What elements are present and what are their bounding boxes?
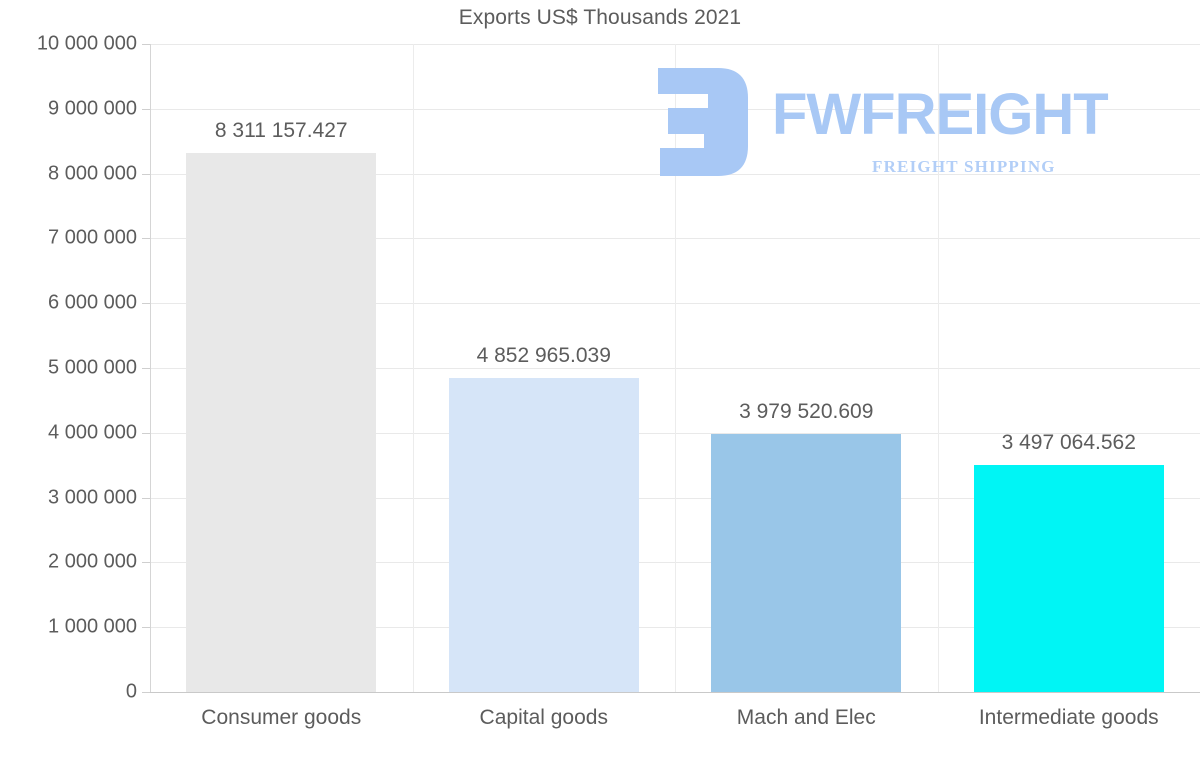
y-axis-tick [142, 562, 150, 564]
x-axis-line [150, 692, 1200, 693]
y-axis-tick-label: 2 000 000 [48, 550, 137, 573]
y-axis-tick [142, 432, 150, 434]
category-label: Intermediate goods [978, 706, 1159, 729]
category-label: Consumer goods [201, 706, 362, 729]
y-axis-tick-label: 8 000 000 [48, 162, 137, 185]
bar-value-label: 4 852 965.039 [476, 343, 611, 367]
plot-area [150, 44, 1200, 693]
y-axis-tick [142, 173, 150, 175]
y-axis-tick [142, 44, 150, 45]
y-axis-tick [142, 627, 150, 629]
y-axis-tick [142, 303, 150, 305]
y-axis-tick [142, 368, 150, 369]
y-axis-tick-label: 3 000 000 [48, 486, 137, 509]
y-axis-tick [142, 692, 150, 693]
y-axis-tick-label: 5 000 000 [48, 356, 137, 379]
y-axis-tick-label: 1 000 000 [48, 615, 137, 638]
category-gridline [675, 44, 676, 692]
y-axis-tick [142, 108, 150, 110]
bar[interactable] [973, 465, 1164, 692]
y-axis-tick-label: 0 [125, 680, 137, 703]
bar[interactable] [448, 377, 639, 692]
y-axis-tick-label: 4 000 000 [48, 421, 137, 444]
category-gridline [938, 44, 939, 692]
y-axis-tick [142, 497, 150, 499]
y-axis-tick-label: 10 000 000 [36, 32, 137, 55]
category-label: Mach and Elec [736, 706, 876, 729]
y-axis-tick-label: 6 000 000 [48, 291, 137, 314]
bar-value-label: 8 311 157.427 [214, 119, 348, 143]
bar[interactable] [186, 153, 377, 692]
category-gridline [413, 44, 414, 692]
bar[interactable] [711, 434, 902, 692]
bar-value-label: 3 979 520.609 [739, 400, 874, 424]
y-axis-line [150, 44, 151, 693]
chart-title: Exports US$ Thousands 2021 [458, 6, 742, 29]
y-axis-tick-label: 9 000 000 [48, 97, 137, 120]
bar-value-label: 3 497 064.562 [1001, 431, 1136, 455]
y-axis-tick [142, 238, 150, 240]
category-label: Capital goods [479, 706, 608, 729]
y-axis-tick-label: 7 000 000 [48, 226, 137, 249]
